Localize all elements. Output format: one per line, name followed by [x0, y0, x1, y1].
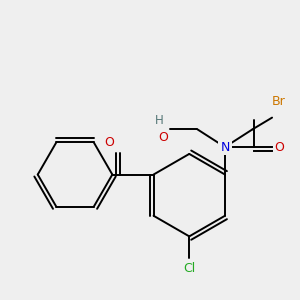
Text: Cl: Cl	[183, 262, 195, 275]
Text: H: H	[155, 114, 164, 128]
Text: Br: Br	[272, 95, 286, 108]
Text: O: O	[104, 136, 114, 149]
Text: O: O	[158, 131, 168, 144]
Text: N: N	[220, 141, 230, 154]
Text: O: O	[274, 141, 284, 154]
